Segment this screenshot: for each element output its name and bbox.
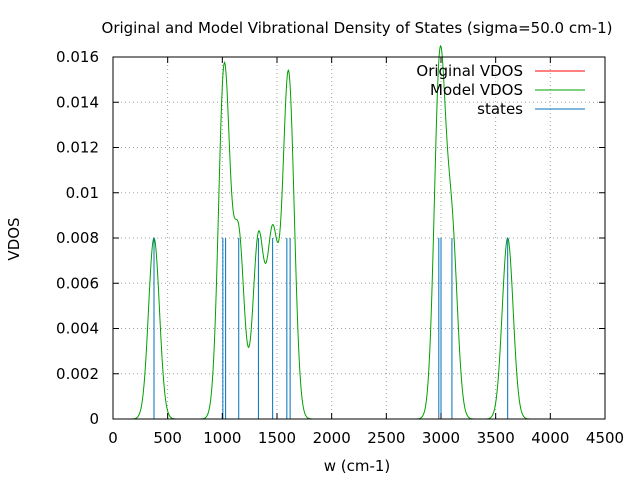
x-tick-label: 4000 [531,429,569,447]
y-tick-label: 0.016 [56,48,99,66]
x-tick-label: 0 [108,429,118,447]
y-axis-label: VDOS [5,217,23,260]
grid-lines [113,57,605,419]
x-tick-label: 2500 [367,429,405,447]
y-tick-label: 0.014 [56,93,99,111]
x-tick-label: 500 [153,429,182,447]
legend-label: Original VDOS [416,62,523,80]
chart-title: Original and Model Vibrational Density o… [102,19,613,37]
x-tick-label: 3000 [422,429,460,447]
x-tick-label: 1000 [203,429,241,447]
x-tick-label: 3500 [477,429,515,447]
legend-label: Model VDOS [430,81,523,99]
legend-label: states [477,100,523,118]
x-tick-label: 4500 [586,429,624,447]
x-axis-label: w (cm-1) [324,457,391,475]
y-tick-label: 0.01 [66,184,99,202]
y-tick-label: 0.006 [56,274,99,292]
y-tick-label: 0.004 [56,320,99,338]
y-tick-label: 0.012 [56,139,99,157]
x-tick-label: 2000 [313,429,351,447]
y-tick-label: 0.002 [56,365,99,383]
y-tick-label: 0.008 [56,229,99,247]
axis-ticks: 0 500 1000 1500 2000 2500 3000 3500 4000 4500 0 0.0… [56,48,624,447]
y-tick-label: 0 [89,410,99,428]
x-tick-label: 1500 [258,429,296,447]
